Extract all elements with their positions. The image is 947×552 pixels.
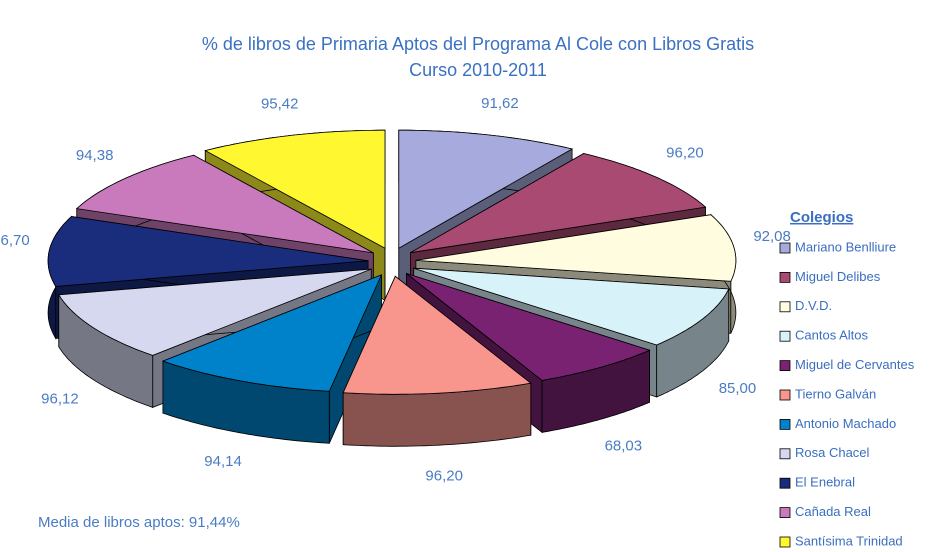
legend-swatch [779,389,791,401]
data-label: 68,03 [605,437,643,454]
legend-title: Colegios [790,209,853,226]
slice-top [415,214,737,282]
slice-top [204,129,386,249]
legend-swatch [779,448,791,460]
chart-title: % de libros de Primaria Aptos del Progra… [202,34,754,54]
slice-top [58,268,372,356]
data-label: 96,20 [425,468,463,485]
annotation: Media de libros aptos: 91,44% [38,514,240,531]
pie-slice [342,275,532,447]
legend-swatch [779,330,791,342]
slice-top [47,216,369,287]
data-label: 92,08 [753,228,791,245]
legend-swatch [779,507,791,519]
slice-top [161,274,383,392]
data-label: 95,42 [261,96,299,113]
data-label: 96,70 [0,232,30,249]
legend-swatch [779,418,791,430]
legend-item: Mariano Benlliure [795,239,896,254]
legend-swatch [779,301,791,313]
slice-top [413,267,730,346]
slice-top [75,154,374,254]
legend-item: D.V.D. [795,298,832,313]
slice-top [398,129,574,249]
data-label: 94,38 [76,147,114,164]
legend-item: El Enebral [795,475,855,490]
legend-item: Antonio Machado [795,416,896,431]
legend-item: Cañada Real [795,504,871,519]
legend-item: Miguel Delibes [795,269,881,284]
slice-top [342,275,532,395]
data-label: 91,62 [481,95,519,112]
pie-slice [161,274,383,444]
chart-subtitle: Curso 2010-2011 [409,60,547,80]
legend-swatch [779,242,791,254]
data-label: 94,14 [204,453,242,470]
legend-item: Tierno Galván [795,386,876,401]
data-label: 96,20 [666,145,704,162]
data-label: 85,00 [719,380,757,397]
legend-swatch [779,477,791,489]
legend-swatch [779,360,791,372]
legend-swatch [779,271,791,283]
data-label: 96,12 [41,390,79,407]
legend-item: Santísima Trinidad [795,533,903,548]
legend-swatch [779,536,791,548]
legend-item: Miguel de Cervantes [795,357,915,372]
legend-item: Cantos Altos [795,328,868,343]
legend-item: Rosa Chacel [795,445,870,460]
slice-top [406,273,651,381]
slice-top [410,153,707,254]
